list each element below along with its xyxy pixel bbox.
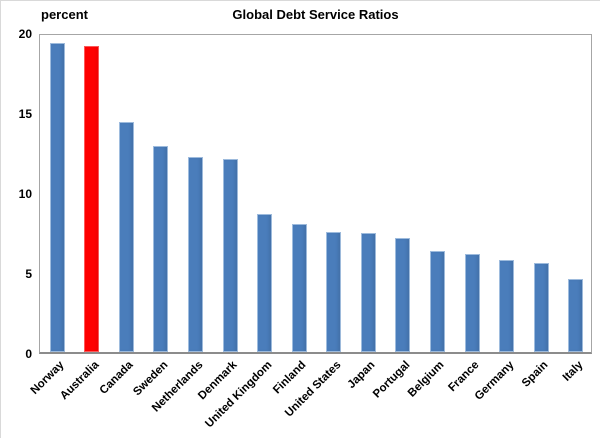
y-tick-label-20: 20 (18, 27, 32, 41)
y-tick-label-0: 0 (25, 347, 32, 361)
y-axis: 0 5 10 15 20 (1, 27, 34, 361)
bar-sweden (153, 145, 169, 352)
y-tick-label-15: 15 (18, 107, 32, 121)
bar-portugal (395, 237, 411, 352)
chart-title: Global Debt Service Ratios (232, 7, 399, 22)
y-axis-unit-label: percent (41, 7, 88, 22)
bar-norway (49, 42, 65, 352)
bar-canada (118, 122, 134, 352)
bar-italy (568, 279, 584, 352)
bar-spain (533, 263, 549, 352)
bar-united-states (326, 231, 342, 352)
bar-japan (360, 233, 376, 352)
y-tick-label-5: 5 (25, 267, 32, 281)
bar-australia (84, 46, 100, 352)
bar-denmark (222, 158, 238, 352)
bar-netherlands (188, 157, 204, 352)
x-axis: Norway Australia Canada Sweden Netherlands De… (29, 357, 592, 438)
bar-france (464, 253, 480, 352)
plot-area (39, 34, 592, 354)
bar-belgium (429, 250, 445, 352)
bar-united-kingdom (257, 214, 273, 352)
y-tick-label-10: 10 (18, 187, 32, 201)
bar-germany (499, 260, 515, 352)
bar-finland (291, 223, 307, 352)
